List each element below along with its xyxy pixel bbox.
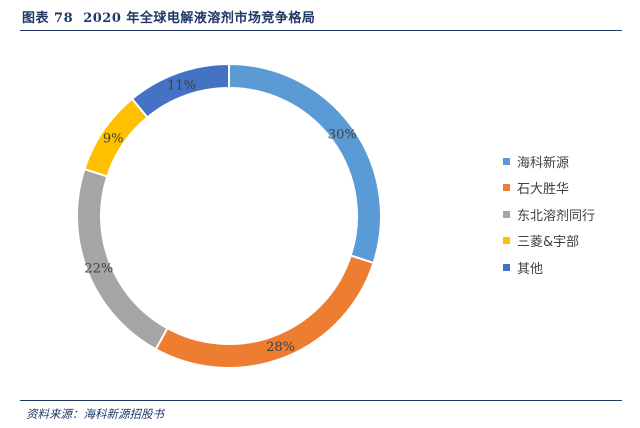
page-title: 图表 78 2020 年全球电解液溶剂市场竞争格局 — [22, 7, 315, 26]
slice-2 — [154, 254, 375, 369]
slice-label-4: 9% — [103, 131, 124, 146]
legend-label: 三菱&宇部 — [517, 235, 580, 251]
slice-label-2: 28% — [266, 340, 295, 355]
legend-item-2: 石大胜华 — [503, 175, 595, 202]
legend-label: 海科新源 — [517, 155, 570, 171]
legend-swatch — [503, 157, 510, 165]
donut-slices — [76, 62, 382, 369]
legend-swatch — [503, 210, 510, 218]
legend-label: 石大胜华 — [517, 182, 570, 198]
legend-item-4: 三菱&宇部 — [503, 228, 595, 255]
legend-label: 东北溶剂同行 — [517, 208, 596, 224]
legend-item-5: 其他 — [503, 254, 595, 281]
bottom-divider — [20, 400, 622, 401]
source-note: 资料来源：海科新源招股书 — [26, 407, 164, 421]
legend-item-3: 东北溶剂同行 — [503, 201, 595, 228]
slice-3 — [76, 167, 169, 351]
top-divider — [20, 30, 622, 31]
slice-label-5: 11% — [167, 78, 196, 93]
legend-label: 其他 — [517, 261, 544, 277]
slice-label-3: 22% — [84, 262, 113, 277]
chart-title: 2020 年全球电解液溶剂市场竞争格局 — [83, 11, 316, 26]
legend-item-1: 海科新源 — [503, 148, 595, 175]
figure-label: 图表 78 — [22, 11, 74, 26]
legend-swatch — [503, 184, 510, 192]
chart-legend: 海科新源石大胜华东北溶剂同行 三菱&宇部其他 — [503, 148, 595, 281]
legend-swatch — [503, 237, 510, 245]
slice-label-1: 30% — [328, 128, 357, 143]
percent-labels: 30% 28% 22% 9% 11% — [84, 78, 356, 355]
slice-5 — [130, 62, 230, 119]
legend-swatch — [503, 263, 510, 271]
slice-1 — [228, 62, 382, 265]
